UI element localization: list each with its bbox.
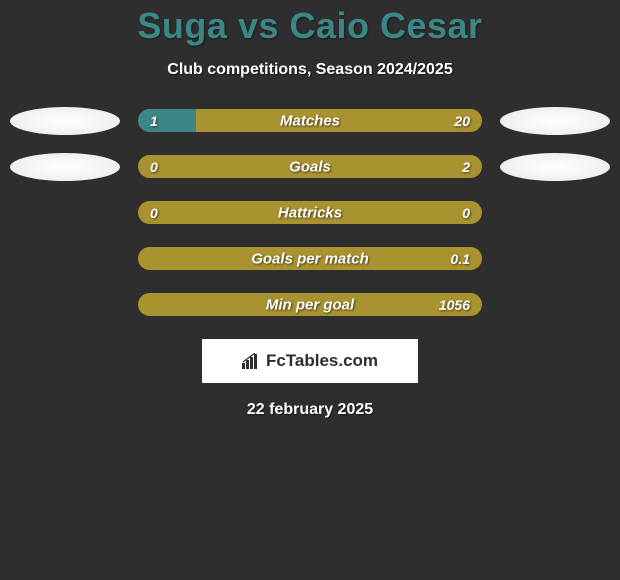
player-left-badge [10, 153, 120, 181]
player-left-badge [10, 107, 120, 135]
chart-icon [242, 353, 262, 369]
subtitle: Club competitions, Season 2024/2025 [0, 61, 620, 79]
player-right-badge [500, 153, 610, 181]
page-title: Suga vs Caio Cesar [0, 5, 620, 47]
stat-row-goals: 0 Goals 2 [0, 155, 620, 178]
stat-value-left: 1 [150, 113, 158, 129]
stat-label: Goals per match [251, 250, 369, 267]
date-label: 22 february 2025 [0, 401, 620, 419]
stat-row-goals-per-match: Goals per match 0.1 [0, 247, 620, 270]
source-logo: FcTables.com [202, 339, 418, 383]
stat-row-hattricks: 0 Hattricks 0 [0, 201, 620, 224]
bar-fill-left [138, 109, 196, 132]
comparison-chart: 1 Matches 20 0 Goals 2 0 Hattricks 0 [0, 109, 620, 316]
stat-row-matches: 1 Matches 20 [0, 109, 620, 132]
player-right-badge [500, 107, 610, 135]
bar-track: Goals per match 0.1 [138, 247, 482, 270]
stat-label: Hattricks [278, 204, 342, 221]
bar-track: Min per goal 1056 [138, 293, 482, 316]
stat-row-min-per-goal: Min per goal 1056 [0, 293, 620, 316]
stat-label: Matches [280, 112, 340, 129]
stat-value-right: 2 [462, 159, 470, 175]
stat-value-right: 20 [454, 113, 470, 129]
stat-label: Goals [289, 158, 331, 175]
stat-value-right: 1056 [439, 297, 470, 313]
bar-track: 1 Matches 20 [138, 109, 482, 132]
comparison-widget: Suga vs Caio Cesar Club competitions, Se… [0, 0, 620, 419]
stat-value-right: 0 [462, 205, 470, 221]
bar-track: 0 Hattricks 0 [138, 201, 482, 224]
stat-label: Min per goal [266, 296, 354, 313]
bar-track: 0 Goals 2 [138, 155, 482, 178]
stat-value-left: 0 [150, 205, 158, 221]
stat-value-left: 0 [150, 159, 158, 175]
logo-text: FcTables.com [266, 351, 378, 371]
stat-value-right: 0.1 [451, 251, 470, 267]
